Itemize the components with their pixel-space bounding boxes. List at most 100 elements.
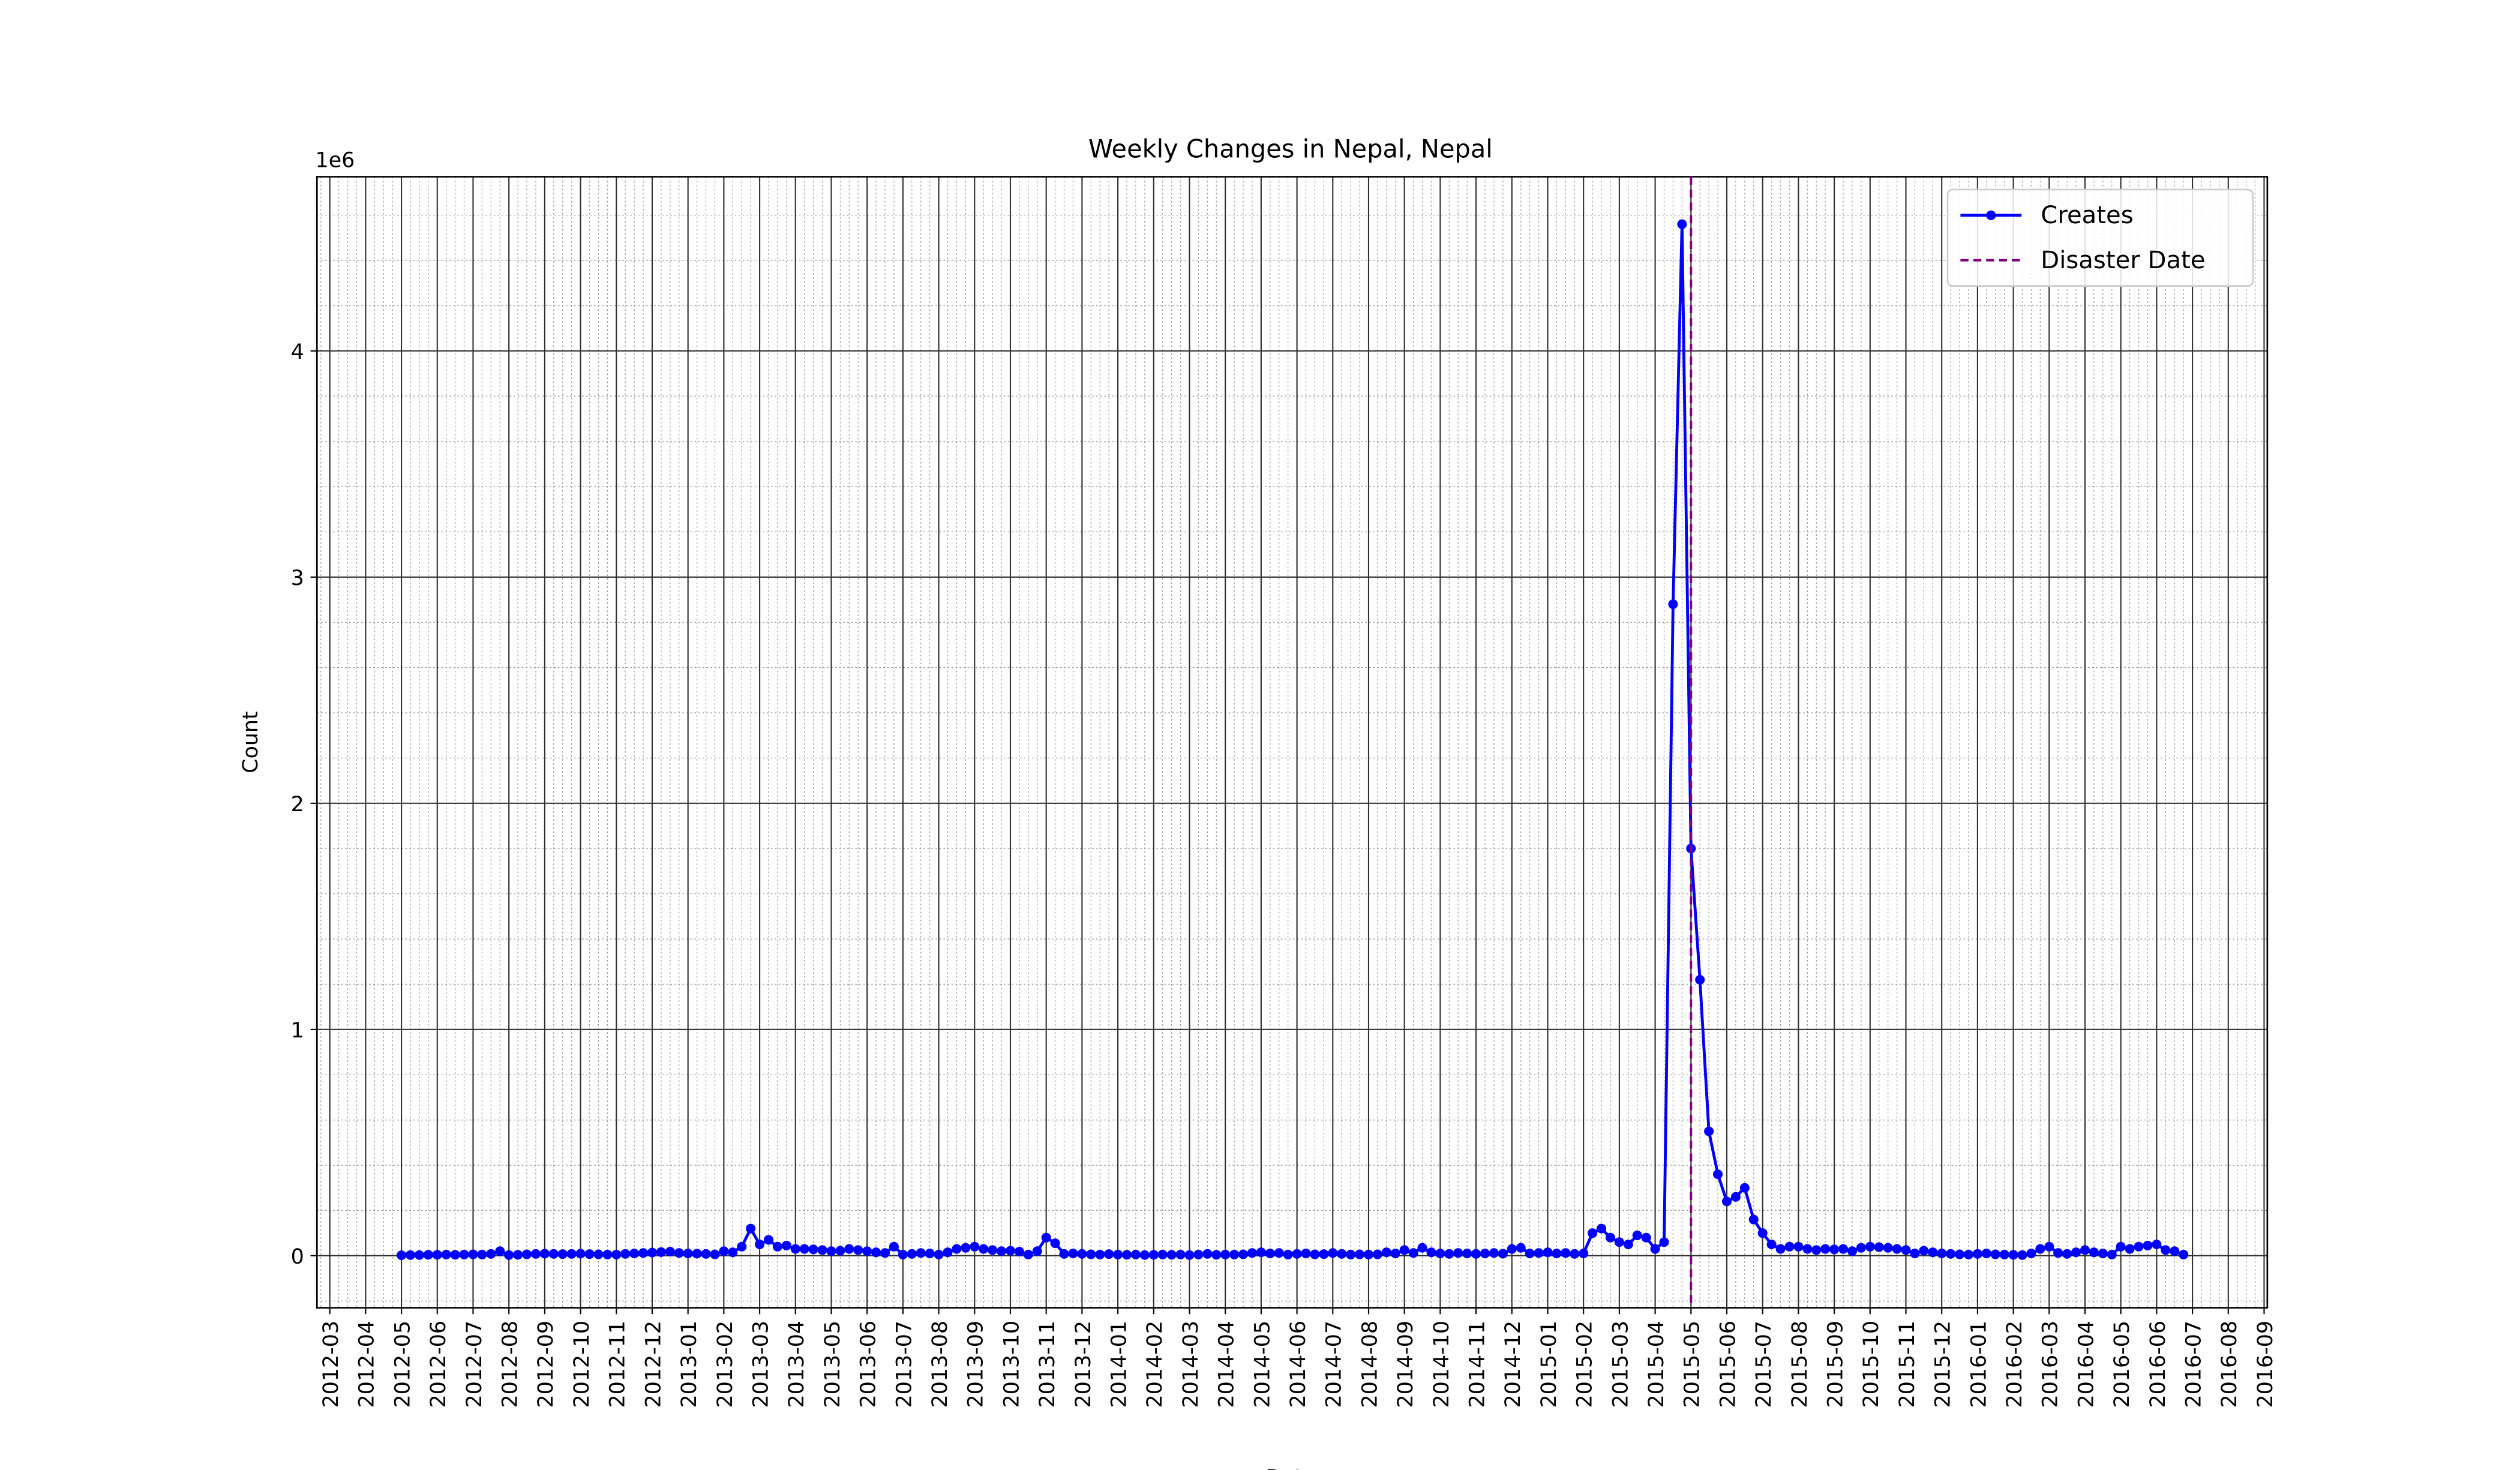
legend-label: Disaster Date bbox=[2041, 247, 2205, 274]
data-point bbox=[1910, 1249, 1920, 1259]
data-point bbox=[889, 1241, 899, 1252]
data-point bbox=[1650, 1244, 1660, 1254]
data-point bbox=[1713, 1169, 1723, 1180]
y-tick-label: 2 bbox=[291, 793, 304, 817]
data-point bbox=[1050, 1238, 1060, 1249]
data-point bbox=[853, 1245, 863, 1255]
x-tick-label: 2014-12 bbox=[1501, 1321, 1525, 1408]
x-tick-label: 2014-03 bbox=[1179, 1321, 1203, 1408]
data-point bbox=[2152, 1239, 2162, 1250]
data-point bbox=[790, 1244, 800, 1254]
data-point bbox=[1534, 1248, 1544, 1258]
x-tick-label: 2012-07 bbox=[463, 1321, 487, 1408]
data-point bbox=[1471, 1249, 1481, 1259]
data-point bbox=[1390, 1249, 1400, 1259]
data-point bbox=[1032, 1246, 1042, 1256]
data-point bbox=[1005, 1246, 1016, 1256]
x-tick-label: 2012-03 bbox=[319, 1321, 343, 1408]
data-point bbox=[1157, 1249, 1168, 1259]
x-tick-label: 2016-01 bbox=[1967, 1321, 1991, 1408]
x-tick-label: 2014-06 bbox=[1286, 1321, 1310, 1408]
data-point bbox=[1579, 1249, 1589, 1259]
data-point bbox=[1614, 1237, 1624, 1247]
x-tick-label: 2015-11 bbox=[1895, 1321, 1919, 1408]
data-point bbox=[1292, 1249, 1302, 1259]
data-point bbox=[1184, 1250, 1195, 1260]
data-point bbox=[638, 1248, 649, 1258]
data-point bbox=[1990, 1249, 2000, 1259]
data-point bbox=[2026, 1249, 2036, 1259]
legend-marker bbox=[1986, 210, 1996, 220]
data-point bbox=[593, 1249, 604, 1259]
x-tick-label: 2014-11 bbox=[1465, 1321, 1489, 1408]
data-point bbox=[1417, 1243, 1427, 1253]
y-axis-label: Count bbox=[239, 711, 263, 773]
x-tick-label: 2012-12 bbox=[641, 1321, 665, 1408]
data-point bbox=[719, 1246, 729, 1256]
data-point bbox=[728, 1247, 738, 1258]
data-point bbox=[1668, 599, 1678, 610]
x-tick-label: 2013-09 bbox=[964, 1321, 988, 1408]
x-tick-label: 2015-08 bbox=[1788, 1321, 1812, 1408]
data-point bbox=[1695, 974, 1705, 985]
data-point bbox=[2008, 1250, 2018, 1260]
data-point bbox=[1704, 1126, 1714, 1136]
data-point bbox=[575, 1249, 586, 1259]
data-point bbox=[988, 1245, 998, 1255]
data-point bbox=[1874, 1242, 1884, 1252]
data-point bbox=[1820, 1244, 1831, 1254]
data-point bbox=[772, 1241, 782, 1252]
data-point bbox=[746, 1223, 756, 1234]
x-tick-label: 2013-03 bbox=[749, 1321, 773, 1408]
data-point bbox=[1274, 1248, 1284, 1258]
data-point bbox=[1919, 1246, 1929, 1256]
data-point bbox=[1588, 1228, 1598, 1238]
plot-frame bbox=[316, 176, 2269, 1309]
y-tick-label: 1 bbox=[291, 1019, 304, 1043]
data-point bbox=[701, 1249, 711, 1259]
data-point bbox=[629, 1249, 640, 1259]
x-tick-label: 2014-04 bbox=[1215, 1321, 1239, 1408]
x-tick-label: 2014-02 bbox=[1143, 1321, 1167, 1408]
data-point bbox=[656, 1247, 666, 1257]
data-point bbox=[423, 1250, 433, 1260]
data-point bbox=[1963, 1249, 1974, 1259]
x-tick-label: 2013-06 bbox=[857, 1321, 881, 1408]
data-point bbox=[1104, 1249, 1114, 1259]
data-point bbox=[397, 1250, 407, 1261]
x-tick-label: 2013-05 bbox=[821, 1321, 845, 1408]
data-point bbox=[934, 1249, 944, 1259]
x-tick-label: 2016-02 bbox=[2003, 1321, 2027, 1408]
data-point bbox=[1838, 1244, 1849, 1254]
x-tick-label: 2013-01 bbox=[677, 1321, 701, 1408]
data-point bbox=[880, 1248, 890, 1258]
x-tick-label: 2015-01 bbox=[1537, 1321, 1561, 1408]
data-point bbox=[1444, 1249, 1454, 1259]
x-tick-label: 2013-10 bbox=[1000, 1321, 1024, 1408]
data-point bbox=[1623, 1239, 1633, 1250]
data-point bbox=[1748, 1214, 1759, 1225]
data-point bbox=[1435, 1249, 1445, 1259]
legend-label: Creates bbox=[2041, 202, 2133, 229]
data-point bbox=[2080, 1245, 2090, 1255]
data-point bbox=[1256, 1247, 1266, 1258]
x-tick-label: 2015-04 bbox=[1645, 1321, 1669, 1408]
x-tick-label: 2016-03 bbox=[2039, 1321, 2063, 1408]
data-point bbox=[1113, 1249, 1123, 1259]
data-point bbox=[1381, 1247, 1391, 1258]
data-point bbox=[907, 1249, 917, 1259]
data-point bbox=[1552, 1249, 1562, 1259]
x-tick-label: 2013-12 bbox=[1072, 1321, 1096, 1408]
data-point bbox=[1337, 1249, 1347, 1259]
data-point bbox=[1014, 1247, 1024, 1257]
axis-offset: 1e6 bbox=[316, 148, 355, 172]
data-point bbox=[1086, 1249, 1096, 1259]
data-point bbox=[2053, 1248, 2063, 1258]
x-tick-label: 2012-05 bbox=[391, 1321, 415, 1408]
y-tick-label: 4 bbox=[291, 340, 304, 364]
data-point bbox=[2044, 1241, 2054, 1252]
data-point bbox=[1229, 1249, 1240, 1259]
data-point bbox=[566, 1249, 577, 1259]
data-point bbox=[1597, 1223, 1607, 1234]
data-point bbox=[1847, 1246, 1857, 1256]
